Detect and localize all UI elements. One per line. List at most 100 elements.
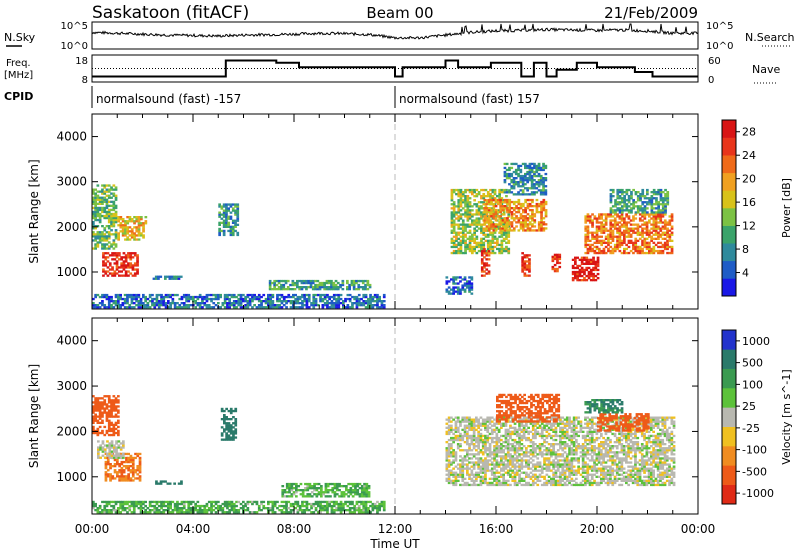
power-cell — [118, 266, 121, 269]
velocity-cell — [363, 485, 366, 488]
power-cell — [231, 225, 235, 228]
velocity-cell — [228, 509, 231, 512]
power-cell — [119, 304, 122, 307]
power-cell — [498, 231, 501, 234]
power-cell — [113, 272, 117, 275]
power-cell — [121, 304, 125, 307]
power-cell — [124, 234, 127, 237]
power-cell — [226, 297, 229, 301]
velocity-cell — [484, 445, 487, 448]
power-cell — [530, 183, 534, 186]
velocity-cell — [353, 511, 356, 514]
power-cell — [217, 295, 220, 299]
velocity-cell — [450, 428, 453, 431]
power-colorbar-swatch — [722, 225, 736, 244]
power-cell — [578, 264, 582, 268]
velocity-cell — [232, 511, 236, 514]
power-cell — [517, 221, 521, 224]
power-cell — [602, 249, 606, 253]
power-cell — [595, 245, 599, 249]
power-cell — [110, 304, 113, 307]
power-cell — [537, 174, 541, 178]
power-cell — [94, 225, 97, 228]
velocity-cell — [450, 479, 453, 482]
power-cell — [103, 245, 107, 248]
power-cell — [276, 297, 279, 301]
power-cell — [578, 270, 582, 274]
velocity-cell — [347, 491, 350, 494]
power-cell — [318, 288, 322, 291]
nsky-series-line — [91, 23, 699, 40]
power-cell — [652, 207, 656, 210]
power-cell — [468, 239, 472, 242]
power-cell — [584, 237, 588, 240]
power-cell — [452, 215, 456, 218]
power-cell — [110, 245, 113, 248]
velocity-cell — [131, 473, 135, 476]
velocity-cell — [99, 456, 102, 459]
power-cell — [280, 302, 284, 305]
power-cell — [540, 215, 543, 218]
power-cell — [122, 252, 126, 255]
power-cell — [494, 205, 498, 208]
power-cell — [632, 215, 635, 218]
power-cell — [613, 223, 617, 226]
velocity-cell — [335, 500, 338, 504]
velocity-cell — [324, 482, 328, 486]
velocity-cell — [281, 489, 285, 492]
power-cell — [641, 239, 644, 242]
power-cell — [659, 245, 663, 249]
power-cell — [480, 201, 483, 204]
velocity-cell — [110, 442, 114, 445]
power-cell — [107, 216, 111, 220]
velocity-cell — [484, 463, 487, 466]
power-cell — [588, 231, 592, 234]
power-cell — [94, 202, 97, 205]
power-cell — [663, 227, 667, 230]
power-cell — [294, 293, 297, 297]
power-cell — [92, 200, 95, 203]
power-cell — [487, 215, 491, 218]
power-cell — [459, 193, 463, 196]
power-cell — [222, 223, 226, 226]
power-cell — [466, 211, 470, 214]
velocity-cell — [120, 471, 124, 474]
power-cell — [655, 199, 658, 202]
power-cell — [236, 207, 240, 210]
power-cell — [291, 281, 295, 285]
power-cell — [556, 267, 559, 271]
velocity-cell — [148, 509, 152, 512]
velocity-cell — [117, 456, 121, 459]
power-cell — [269, 293, 272, 297]
power-cell — [228, 306, 231, 309]
power-cell — [604, 221, 608, 224]
power-cell — [142, 228, 145, 231]
velocity-cell — [189, 507, 193, 510]
velocity-cell — [367, 495, 371, 498]
power-cell — [483, 248, 486, 251]
velocity-cell — [101, 500, 104, 504]
power-cell — [94, 206, 97, 210]
velocity-cell — [472, 424, 476, 427]
power-cell — [519, 177, 523, 180]
power-cell — [470, 278, 474, 281]
power-cell — [528, 229, 532, 232]
power-cell — [282, 286, 286, 289]
power-cell — [604, 223, 608, 226]
power-cell — [634, 227, 638, 230]
velocity-cell — [463, 481, 467, 485]
power-cell — [92, 302, 95, 305]
power-cell — [132, 302, 136, 305]
power-cell — [503, 225, 507, 228]
power-cell — [303, 304, 306, 307]
velocity-cell — [355, 500, 359, 504]
power-cell — [666, 197, 670, 200]
velocity-cell — [126, 511, 129, 514]
power-cell — [475, 193, 479, 196]
power-cell — [142, 230, 145, 233]
power-cell — [110, 297, 113, 301]
power-cell — [485, 258, 489, 261]
power-cell — [102, 260, 105, 263]
power-cell — [314, 302, 318, 305]
power-cell — [105, 297, 109, 301]
